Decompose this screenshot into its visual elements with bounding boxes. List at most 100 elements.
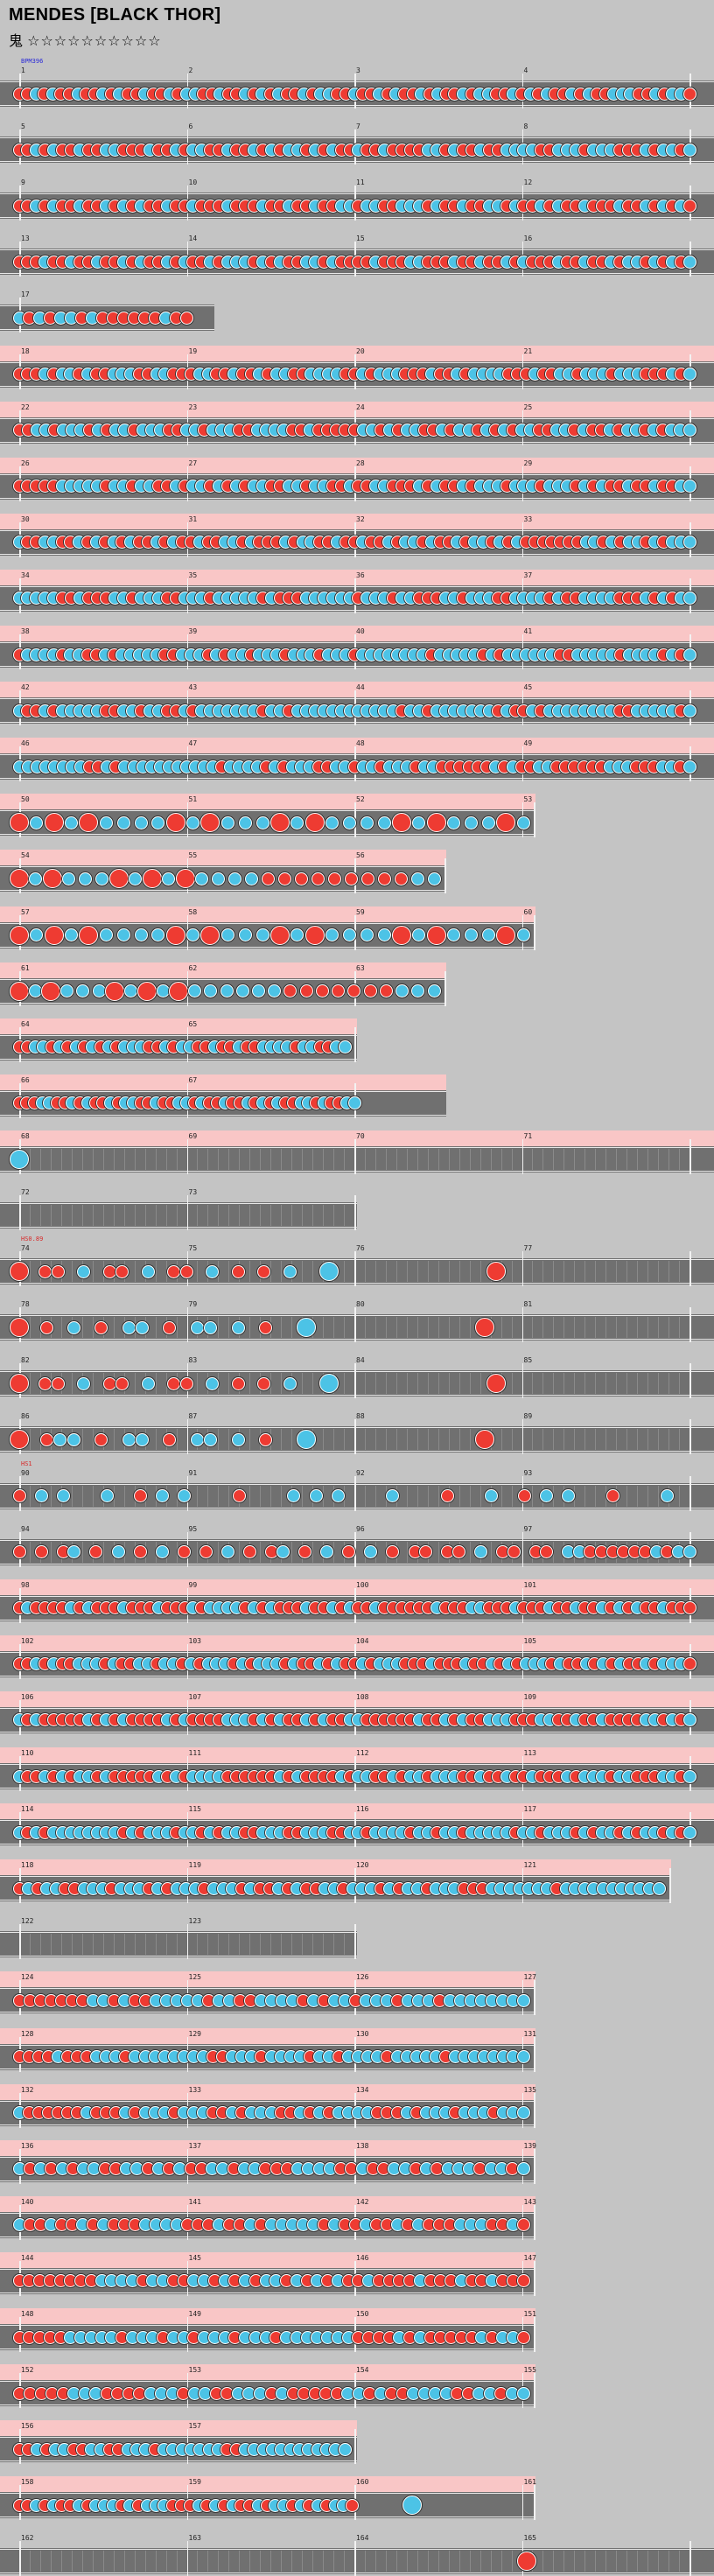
beat-line xyxy=(500,2551,502,2572)
beat-line xyxy=(344,1373,346,1395)
beat-line xyxy=(427,1485,429,1507)
don-note xyxy=(177,1545,191,1559)
measure-number: 50 xyxy=(21,795,30,804)
ka-note xyxy=(338,2442,352,2456)
beat-line xyxy=(92,1317,94,1339)
measure-number: 54 xyxy=(21,851,30,860)
beat-line xyxy=(637,1317,639,1339)
don-note xyxy=(39,1320,53,1334)
beat-line xyxy=(302,1261,304,1283)
ka-note xyxy=(290,816,304,830)
beat-line xyxy=(302,1373,304,1395)
big-don-note xyxy=(10,981,29,1001)
track-border xyxy=(0,2493,536,2495)
gogo-band xyxy=(0,2420,357,2437)
beat-line xyxy=(427,2551,429,2572)
beat-line xyxy=(134,1148,136,1170)
barline xyxy=(534,2373,536,2409)
don-note xyxy=(180,311,193,325)
beat-line xyxy=(553,1541,555,1563)
beat-line xyxy=(595,2551,597,2572)
track-border xyxy=(0,1427,714,1429)
chart-row: 72 73 xyxy=(0,1186,357,1230)
track-border xyxy=(0,922,536,924)
track-border xyxy=(0,217,714,219)
beat-line xyxy=(312,1261,314,1283)
ka-note xyxy=(516,2106,530,2120)
don-note xyxy=(12,1489,26,1502)
gogo-band xyxy=(0,2476,536,2493)
measure-number: 27 xyxy=(188,458,198,467)
beat-line xyxy=(364,1317,366,1339)
measure-number: 144 xyxy=(21,2253,34,2262)
beat-line xyxy=(218,1317,220,1339)
ka-note xyxy=(56,1489,70,1502)
beat-line xyxy=(239,1934,241,1956)
beat-line xyxy=(260,1148,262,1170)
ka-note xyxy=(682,648,696,662)
beat-line xyxy=(626,1261,628,1283)
beat-line xyxy=(458,1261,460,1283)
beat-line xyxy=(658,1373,660,1395)
track-border xyxy=(0,249,714,251)
measure-number: 57 xyxy=(21,907,30,916)
beat-line xyxy=(92,1205,94,1226)
beat-line xyxy=(102,1148,104,1170)
ka-note xyxy=(220,984,234,998)
note-track xyxy=(0,1145,714,1172)
measure-number: 70 xyxy=(356,1131,365,1140)
ka-note xyxy=(67,1320,81,1334)
measure-number: 102 xyxy=(21,1636,34,1645)
beat-line xyxy=(291,2551,293,2572)
beat-line xyxy=(270,1148,272,1170)
beat-line xyxy=(29,1317,31,1339)
beat-line xyxy=(344,2551,346,2572)
track-border xyxy=(0,2268,536,2270)
ka-note xyxy=(141,1376,155,1390)
track-border xyxy=(0,137,714,139)
beat-line xyxy=(71,1205,73,1226)
don-note xyxy=(682,1657,696,1671)
beat-line xyxy=(176,1148,178,1170)
chart-row: 156 157 xyxy=(0,2420,357,2465)
beat-line xyxy=(302,2551,304,2572)
don-note xyxy=(315,984,329,998)
beat-line xyxy=(438,1317,439,1339)
gogo-band xyxy=(0,1971,536,1988)
beat-line xyxy=(658,1485,660,1507)
barline xyxy=(534,2148,536,2184)
big-don-note xyxy=(496,925,516,945)
beat-line xyxy=(637,1261,639,1283)
beat-line xyxy=(427,1317,429,1339)
beat-line xyxy=(364,1373,366,1395)
beat-line xyxy=(260,2551,262,2572)
beat-line xyxy=(176,1317,178,1339)
beat-line xyxy=(50,1205,52,1226)
beat-line xyxy=(281,1317,283,1339)
ka-note xyxy=(652,1881,666,1895)
beat-line xyxy=(668,1148,670,1170)
measure-number: 91 xyxy=(188,1468,198,1477)
beat-line xyxy=(396,1373,397,1395)
measure-number: 43 xyxy=(188,683,198,692)
beat-line xyxy=(29,1148,31,1170)
beat-line xyxy=(92,1429,94,1451)
beat-line xyxy=(228,1934,230,1956)
beat-line xyxy=(500,1148,502,1170)
track-border xyxy=(0,2044,536,2046)
measure-number: 83 xyxy=(188,1356,198,1365)
track-border xyxy=(0,2549,714,2551)
don-note xyxy=(682,199,696,213)
beat-line xyxy=(291,1317,293,1339)
ka-note xyxy=(481,928,495,942)
beat-line xyxy=(448,1373,450,1395)
big-don-note xyxy=(10,925,29,945)
barline xyxy=(19,2541,21,2576)
don-note xyxy=(344,872,358,886)
barline xyxy=(690,1475,691,1511)
beat-line xyxy=(113,1429,115,1451)
beat-line xyxy=(333,1934,335,1956)
beat-line xyxy=(584,1485,586,1507)
beat-line xyxy=(270,1934,272,1956)
beat-line xyxy=(197,1205,199,1226)
